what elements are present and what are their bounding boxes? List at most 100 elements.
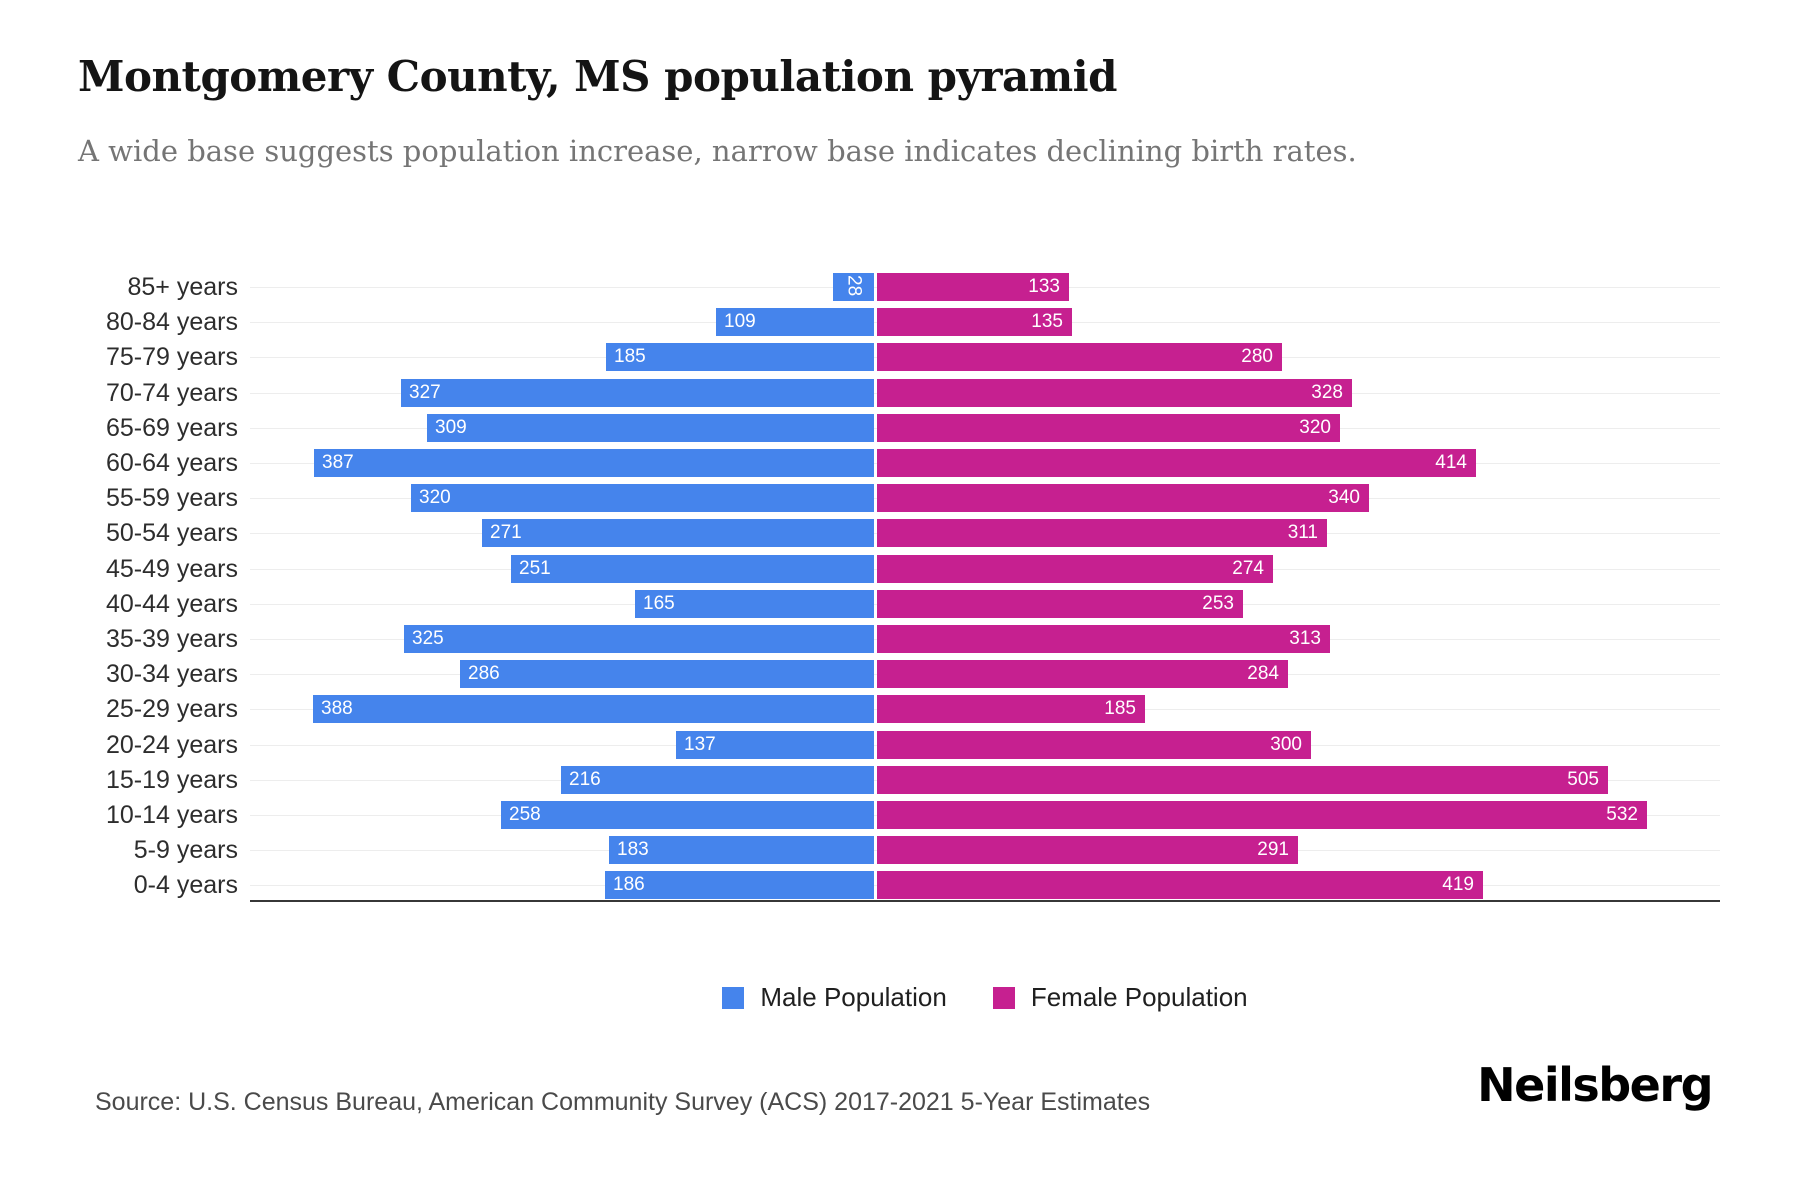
male-bar: 251 xyxy=(511,555,874,583)
male-bar: 137 xyxy=(676,731,874,759)
axis-category-label: 45-49 years xyxy=(105,555,238,583)
female-value-label: 280 xyxy=(1241,346,1273,367)
source-attribution: Source: U.S. Census Bureau, American Com… xyxy=(95,1088,1151,1116)
axis-category-label: 5-9 years xyxy=(133,836,238,864)
male-bar: 185 xyxy=(606,343,874,371)
female-legend-swatch-icon xyxy=(992,986,1015,1009)
male-value-label: 258 xyxy=(509,804,541,825)
axis-category-label: 30-34 years xyxy=(105,660,238,688)
male-bar: 325 xyxy=(404,625,874,653)
female-bar: 320 xyxy=(877,414,1340,442)
chart-legend: Male Population Female Population xyxy=(250,982,1720,1013)
male-value-label: 165 xyxy=(643,593,675,614)
axis-category-label: 15-19 years xyxy=(105,766,238,794)
male-value-label: 325 xyxy=(412,628,444,649)
male-value-label: 137 xyxy=(684,734,716,755)
female-bar: 414 xyxy=(877,449,1476,477)
page-title: Montgomery County, MS population pyramid xyxy=(78,52,1117,101)
male-value-label: 309 xyxy=(435,417,467,438)
axis-category-label: 20-24 years xyxy=(105,731,238,759)
axis-category-label: 70-74 years xyxy=(105,379,238,407)
page-subtitle: A wide base suggests population increase… xyxy=(78,134,1357,168)
axis-category-label: 25-29 years xyxy=(105,695,238,723)
female-bar: 133 xyxy=(877,273,1069,301)
female-value-label: 505 xyxy=(1567,769,1599,790)
female-value-label: 185 xyxy=(1104,698,1136,719)
male-bar: 183 xyxy=(609,836,874,864)
male-bar: 216 xyxy=(561,766,874,794)
axis-category-label: 60-64 years xyxy=(105,449,238,477)
male-bar: 286 xyxy=(460,660,874,688)
male-value-label: 186 xyxy=(613,874,645,895)
female-value-label: 414 xyxy=(1435,452,1467,473)
female-value-label: 300 xyxy=(1270,734,1302,755)
male-value-label: 109 xyxy=(724,311,756,332)
female-bar: 185 xyxy=(877,695,1145,723)
axis-category-label: 80-84 years xyxy=(105,308,238,336)
axis-category-label: 65-69 years xyxy=(105,414,238,442)
male-value-label: 387 xyxy=(322,452,354,473)
legend-label-male: Male Population xyxy=(760,982,947,1012)
male-value-label: 183 xyxy=(617,839,649,860)
female-value-label: 274 xyxy=(1232,558,1264,579)
female-value-label: 253 xyxy=(1202,593,1234,614)
male-bar: 109 xyxy=(716,308,874,336)
male-bar: 387 xyxy=(314,449,874,477)
female-value-label: 328 xyxy=(1311,382,1343,403)
female-bar: 280 xyxy=(877,343,1282,371)
female-value-label: 291 xyxy=(1257,839,1289,860)
female-value-label: 135 xyxy=(1031,311,1063,332)
male-value-label: 216 xyxy=(569,769,601,790)
axis-category-label: 35-39 years xyxy=(105,625,238,653)
male-legend-swatch-icon xyxy=(722,986,745,1009)
male-value-label: 251 xyxy=(519,558,551,579)
female-bar: 313 xyxy=(877,625,1330,653)
axis-category-label: 75-79 years xyxy=(105,343,238,371)
female-value-label: 313 xyxy=(1289,628,1321,649)
legend-item-female: Female Population xyxy=(992,982,1248,1013)
female-value-label: 419 xyxy=(1442,874,1474,895)
male-value-label: 320 xyxy=(419,487,451,508)
male-bar: 309 xyxy=(427,414,874,442)
axis-category-label: 10-14 years xyxy=(105,801,238,829)
male-value-label: 271 xyxy=(490,522,522,543)
female-bar: 284 xyxy=(877,660,1288,688)
male-bar: 258 xyxy=(501,801,874,829)
female-bar: 532 xyxy=(877,801,1647,829)
female-bar: 291 xyxy=(877,836,1298,864)
female-bar: 311 xyxy=(877,519,1327,547)
female-value-label: 311 xyxy=(1287,522,1318,543)
male-bar: 186 xyxy=(605,871,874,899)
male-value-label: 185 xyxy=(614,346,646,367)
female-bar: 340 xyxy=(877,484,1369,512)
female-value-label: 532 xyxy=(1606,804,1638,825)
male-value-label: 28 xyxy=(843,275,865,297)
axis-category-label: 55-59 years xyxy=(105,484,238,512)
female-bar: 135 xyxy=(877,308,1072,336)
axis-category-label: 0-4 years xyxy=(133,871,238,899)
male-value-label: 327 xyxy=(409,382,441,403)
male-bar: 271 xyxy=(482,519,874,547)
female-bar: 505 xyxy=(877,766,1608,794)
female-value-label: 133 xyxy=(1028,276,1060,297)
male-bar: 165 xyxy=(635,590,874,618)
axis-category-label: 85+ years xyxy=(127,273,239,301)
female-bar: 253 xyxy=(877,590,1243,618)
male-bar: 327 xyxy=(401,379,874,407)
neilsberg-logo: Neilsberg xyxy=(1477,1058,1713,1112)
female-bar: 419 xyxy=(877,871,1483,899)
axis-category-label: 40-44 years xyxy=(105,590,238,618)
female-bar: 274 xyxy=(877,555,1273,583)
female-value-label: 320 xyxy=(1299,417,1331,438)
legend-item-male: Male Population xyxy=(722,982,947,1013)
x-axis-baseline xyxy=(250,900,1720,902)
legend-label-female: Female Population xyxy=(1030,982,1248,1012)
female-bar: 300 xyxy=(877,731,1311,759)
male-bar: 28 xyxy=(833,273,874,301)
male-value-label: 388 xyxy=(321,698,353,719)
male-bar: 388 xyxy=(313,695,874,723)
male-value-label: 286 xyxy=(468,663,500,684)
axis-category-label: 50-54 years xyxy=(105,519,238,547)
